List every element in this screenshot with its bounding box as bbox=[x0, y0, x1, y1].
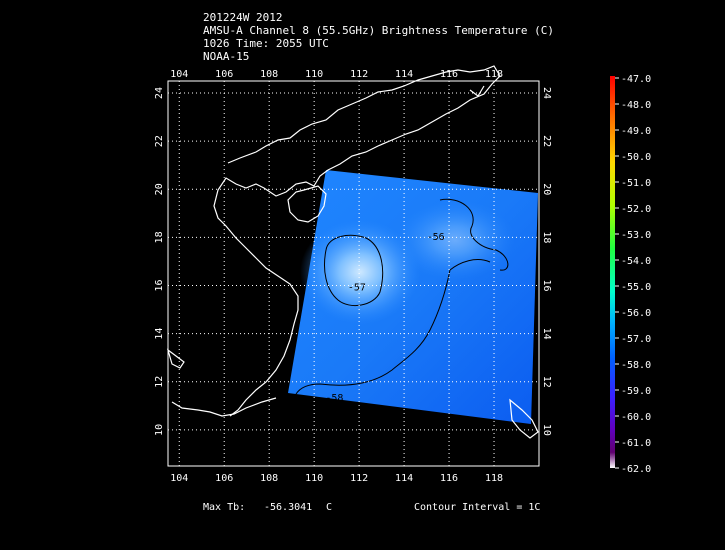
contour-label: -56 bbox=[427, 232, 445, 243]
lon-tick-top: 118 bbox=[485, 69, 503, 80]
lat-tick-right: 16 bbox=[541, 280, 552, 292]
lat-tick-right: 20 bbox=[541, 183, 552, 195]
warm-core bbox=[300, 220, 420, 324]
title-line-3: 1026 Time: 2055 UTC bbox=[203, 37, 329, 50]
lat-tick-left: 20 bbox=[154, 183, 165, 195]
colorbar-label: -47.0 bbox=[621, 74, 651, 85]
colorbar-label: -52.0 bbox=[621, 204, 651, 215]
contour-lines bbox=[295, 198, 509, 395]
lon-tick-top: 114 bbox=[395, 69, 413, 80]
lat-tick-right: 24 bbox=[541, 87, 552, 99]
colorbar-label: -50.0 bbox=[621, 152, 651, 163]
contour-interval: Contour Interval = 1C bbox=[414, 502, 541, 513]
colorbar-label: -49.0 bbox=[621, 126, 651, 137]
contour-label: -58 bbox=[325, 393, 343, 404]
lon-tick-bottom: 114 bbox=[395, 473, 413, 484]
colorbar-label: -57.0 bbox=[621, 334, 651, 345]
title-line-4: NOAA-15 bbox=[203, 50, 250, 63]
lon-tick-top: 106 bbox=[215, 69, 233, 80]
colorbar-label: -56.0 bbox=[621, 308, 651, 319]
lon-tick-bottom: 112 bbox=[350, 473, 368, 484]
colorbar-label: -58.0 bbox=[621, 360, 651, 371]
lat-tick-left: 22 bbox=[154, 135, 165, 147]
lon-tick-bottom: 108 bbox=[260, 473, 278, 484]
lat-tick-left: 14 bbox=[154, 328, 165, 340]
contour-label: -57 bbox=[348, 282, 366, 293]
lat-tick-right: 14 bbox=[541, 328, 552, 340]
title-line-2: AMSU-A Channel 8 (55.5GHz) Brightness Te… bbox=[203, 24, 554, 37]
lon-tick-top: 116 bbox=[440, 69, 458, 80]
colorbar-label: -60.0 bbox=[621, 412, 651, 423]
max-tb-label: Max Tb: bbox=[203, 502, 246, 513]
lon-tick-top: 112 bbox=[350, 69, 368, 80]
lat-tick-left: 18 bbox=[154, 231, 165, 243]
lat-tick-left: 12 bbox=[154, 376, 165, 388]
lon-tick-bottom: 110 bbox=[305, 473, 323, 484]
lat-tick-right: 22 bbox=[541, 135, 552, 147]
lat-tick-right: 18 bbox=[541, 231, 552, 243]
coastline bbox=[166, 65, 539, 439]
lon-tick-bottom: 106 bbox=[215, 473, 233, 484]
colorbar-label: -53.0 bbox=[621, 230, 651, 241]
max-tb-value: -56.3041 bbox=[264, 502, 313, 513]
colorbar-scale bbox=[610, 76, 615, 468]
title-line-1: 201224W 2012 bbox=[203, 11, 283, 24]
lon-tick-top: 104 bbox=[170, 69, 188, 80]
colorbar-label: -48.0 bbox=[621, 100, 651, 111]
lat-tick-left: 10 bbox=[154, 424, 165, 436]
lat-tick-right: 12 bbox=[541, 376, 552, 388]
colorbar-label: -62.0 bbox=[621, 464, 651, 475]
lon-tick-bottom: 118 bbox=[485, 473, 503, 484]
lon-tick-top: 108 bbox=[260, 69, 278, 80]
colorbar-label: -55.0 bbox=[621, 282, 651, 293]
max-tb-unit: C bbox=[326, 502, 333, 513]
lon-tick-bottom: 116 bbox=[440, 473, 458, 484]
colorbar-label: -61.0 bbox=[621, 438, 651, 449]
lon-tick-top: 110 bbox=[305, 69, 323, 80]
lat-tick-left: 16 bbox=[154, 280, 165, 292]
colorbar-label: -54.0 bbox=[621, 256, 651, 267]
lat-tick-right: 10 bbox=[541, 424, 552, 436]
lat-tick-left: 24 bbox=[154, 87, 165, 99]
lon-tick-bottom: 104 bbox=[170, 473, 188, 484]
colorbar-label: -51.0 bbox=[621, 178, 651, 189]
plot-frame bbox=[167, 80, 540, 467]
colorbar-label: -59.0 bbox=[621, 386, 651, 397]
